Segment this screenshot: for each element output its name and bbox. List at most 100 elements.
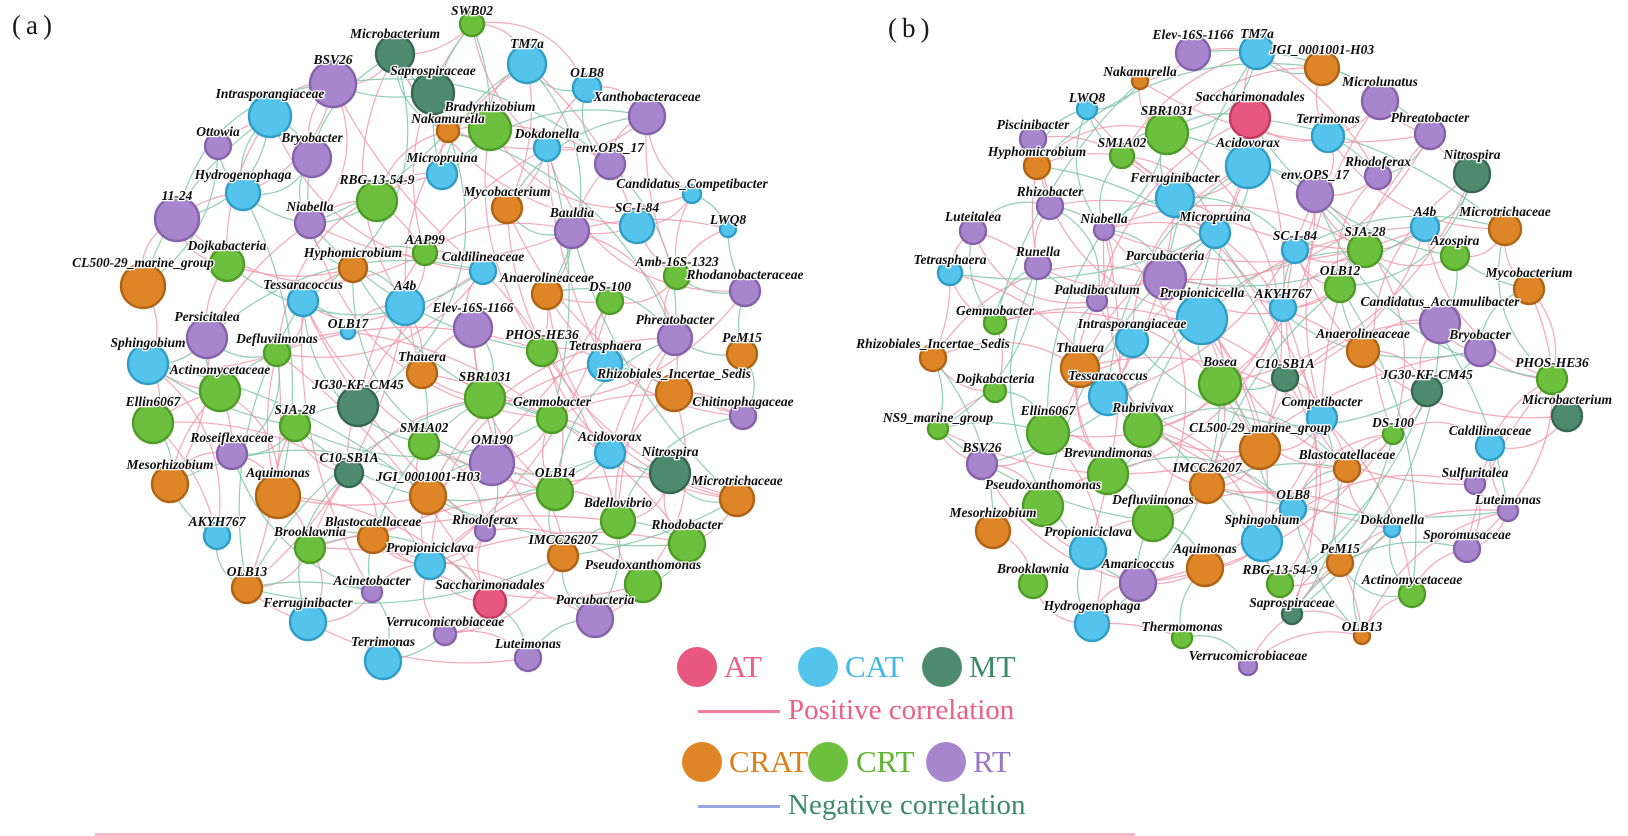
taxon-label: IMCC26207 (527, 532, 598, 547)
taxon-node (654, 373, 694, 413)
taxon-label: Micropruina (405, 150, 478, 165)
taxon-label: Acinetobacter (332, 573, 411, 588)
positive-edge (645, 115, 678, 277)
negative-edge (1292, 508, 1363, 637)
crt-label: CRT (856, 744, 915, 779)
positive-edge (429, 475, 738, 565)
taxon-node (1188, 467, 1226, 505)
cat-swatch (798, 647, 838, 687)
taxon-label: Microtrichaceae (1458, 204, 1550, 219)
taxon-label: CL500-29_marine_group (72, 255, 214, 270)
taxon-node (1550, 399, 1584, 433)
positive-edge (546, 293, 744, 417)
taxon-label: JG30-KF-CM45 (1380, 367, 1473, 382)
taxon-label: Amaricoccus (1101, 556, 1175, 571)
negative-edge (1498, 228, 1553, 380)
taxon-label: SBR1031 (1141, 103, 1194, 118)
taxon-node (215, 437, 249, 471)
taxon-node (1512, 272, 1546, 306)
taxon-node (593, 436, 627, 470)
positive-edge (1466, 288, 1554, 550)
taxon-label: BSV26 (312, 52, 352, 67)
taxon-node (410, 70, 456, 116)
crt-swatch (808, 742, 848, 782)
taxon-label: PeM15 (722, 330, 762, 345)
positive-edge (429, 363, 606, 565)
taxon-label: Elev-16S-1166 (1152, 27, 1234, 42)
taxon-node (1174, 34, 1212, 72)
taxon-label: OM190 (471, 432, 513, 447)
negative-edge (1279, 433, 1394, 585)
nodes-layer (119, 10, 762, 681)
taxon-label: Pseudoxanthomonas (985, 477, 1101, 492)
taxon-node (1022, 151, 1052, 181)
taxon-label: Intrasporangiaceae (215, 86, 325, 101)
taxon-label: JGI_0001001-H03 (375, 469, 480, 484)
taxon-label: PHOS-HE36 (505, 327, 579, 342)
positive-edge (276, 352, 491, 603)
positive-edge (302, 300, 486, 532)
taxon-node (473, 519, 497, 543)
taxon-label: Persicitalea (174, 309, 239, 324)
taxon-label: Parcubacteria (556, 592, 635, 607)
taxon-label: Gemmobacter (956, 303, 1035, 318)
taxon-node (463, 376, 507, 420)
positive-edge (332, 83, 484, 272)
taxon-label: Saccharimonadales (435, 577, 545, 592)
taxon-label: Pseudoxanthomonas (585, 557, 701, 572)
taxon-node (974, 512, 1012, 550)
taxon-node (1131, 499, 1175, 543)
panel-a-label: (a) (12, 10, 57, 40)
taxon-node (1535, 362, 1569, 396)
positive-edge (300, 300, 373, 593)
negative-edge (949, 232, 1216, 280)
taxon-node (293, 206, 327, 240)
positive-edge (546, 147, 746, 292)
taxon-label: Phreatobacter (636, 312, 715, 327)
taxon-node (467, 106, 513, 152)
taxon-node (472, 584, 508, 620)
taxon-label: Mycobacterium (463, 184, 551, 199)
taxon-node (1087, 375, 1129, 417)
positive-edge (484, 128, 543, 352)
positive-edge (424, 222, 573, 254)
taxon-node (627, 96, 667, 136)
taxon-node (1268, 293, 1298, 323)
taxon-label: Microbacterium (1521, 392, 1612, 407)
taxon-node (1114, 323, 1150, 359)
positive-edge (309, 547, 596, 620)
taxon-label: TM7a (1240, 26, 1274, 41)
taxon-label: Microtrichaceae (690, 473, 782, 488)
taxon-node (926, 417, 950, 441)
taxon-label: C10-SB1A (319, 450, 378, 465)
negative-edge (302, 300, 425, 445)
taxon-node (1346, 231, 1384, 269)
negative-edge (441, 109, 648, 175)
taxon-node (575, 599, 615, 639)
positive-edge (546, 147, 606, 365)
taxon-label: Bdellovibrio (583, 495, 652, 510)
taxon-node (648, 451, 692, 495)
taxon-label: DS-100 (1371, 415, 1414, 430)
taxon-node (1265, 569, 1295, 599)
taxon-node (337, 252, 369, 284)
taxon-node (1025, 410, 1071, 456)
taxon-node (718, 219, 738, 239)
taxon-label: Nitrospira (1442, 147, 1500, 162)
taxon-node (656, 319, 694, 357)
positive-edge (421, 372, 688, 545)
negative-edge (226, 263, 484, 316)
taxon-label: Propionicicella (1160, 285, 1245, 300)
taxon-label: Sphingobium (1224, 512, 1299, 527)
taxon-label: Ottowia (196, 124, 240, 139)
taxon-label: RBG-13-54-9 (1242, 562, 1318, 577)
taxon-label: Microbacterium (349, 26, 440, 41)
positive-edge (489, 128, 693, 209)
negative-edge (554, 337, 676, 493)
taxon-node (1409, 211, 1441, 243)
taxon-node (185, 316, 229, 360)
mt-label: MT (969, 649, 1016, 684)
positive-edge (1102, 229, 1144, 429)
taxon-node (936, 259, 964, 287)
taxon-node (1023, 251, 1053, 281)
